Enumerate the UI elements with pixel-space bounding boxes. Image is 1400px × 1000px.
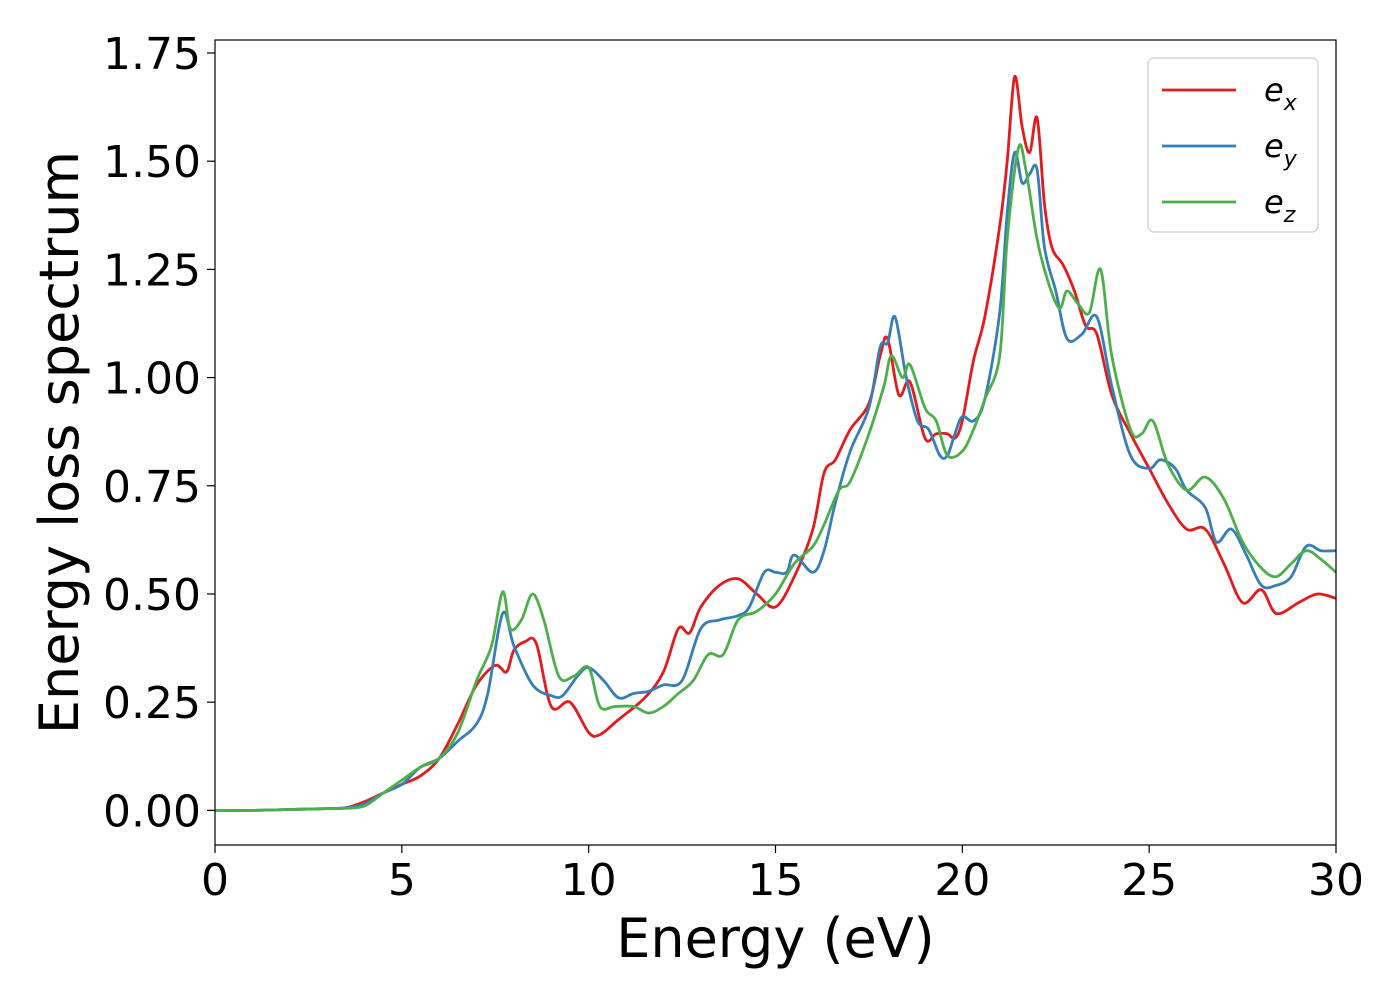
y-tick-label: 1.00 bbox=[103, 354, 201, 405]
series-layer bbox=[215, 75, 1336, 812]
x-tick-label: 30 bbox=[1308, 855, 1364, 906]
y-axis-label: Energy loss spectrum bbox=[28, 151, 91, 734]
series-line-y bbox=[215, 150, 1336, 812]
x-tick-label: 25 bbox=[1121, 855, 1177, 906]
y-tick-label: 0.00 bbox=[103, 786, 201, 837]
y-tick-label: 0.75 bbox=[103, 462, 201, 513]
x-axis-label: Energy (eV) bbox=[616, 907, 935, 970]
y-tick-label: 1.75 bbox=[103, 29, 201, 80]
legend-label-y: ey bbox=[1264, 127, 1298, 172]
y-tick-label: 0.50 bbox=[103, 570, 201, 621]
legend: ex ey ez bbox=[1147, 57, 1319, 233]
y-tick-label: 1.25 bbox=[103, 245, 201, 296]
y-axis: 0.00 0.25 0.50 0.75 1.00 1.25 1.50 1.75 bbox=[103, 29, 215, 837]
series-line-z bbox=[215, 143, 1336, 812]
x-tick-label: 10 bbox=[561, 855, 617, 906]
legend-label-x: ex bbox=[1264, 71, 1298, 116]
x-tick-label: 20 bbox=[934, 855, 990, 906]
legend-label-z: ez bbox=[1264, 183, 1296, 228]
y-tick-label: 0.25 bbox=[103, 678, 201, 729]
x-tick-label: 5 bbox=[388, 855, 416, 906]
x-tick-label: 15 bbox=[748, 855, 804, 906]
x-axis: 0 5 10 15 20 25 30 bbox=[201, 845, 1364, 906]
x-tick-label: 0 bbox=[201, 855, 229, 906]
y-tick-label: 1.50 bbox=[103, 137, 201, 188]
